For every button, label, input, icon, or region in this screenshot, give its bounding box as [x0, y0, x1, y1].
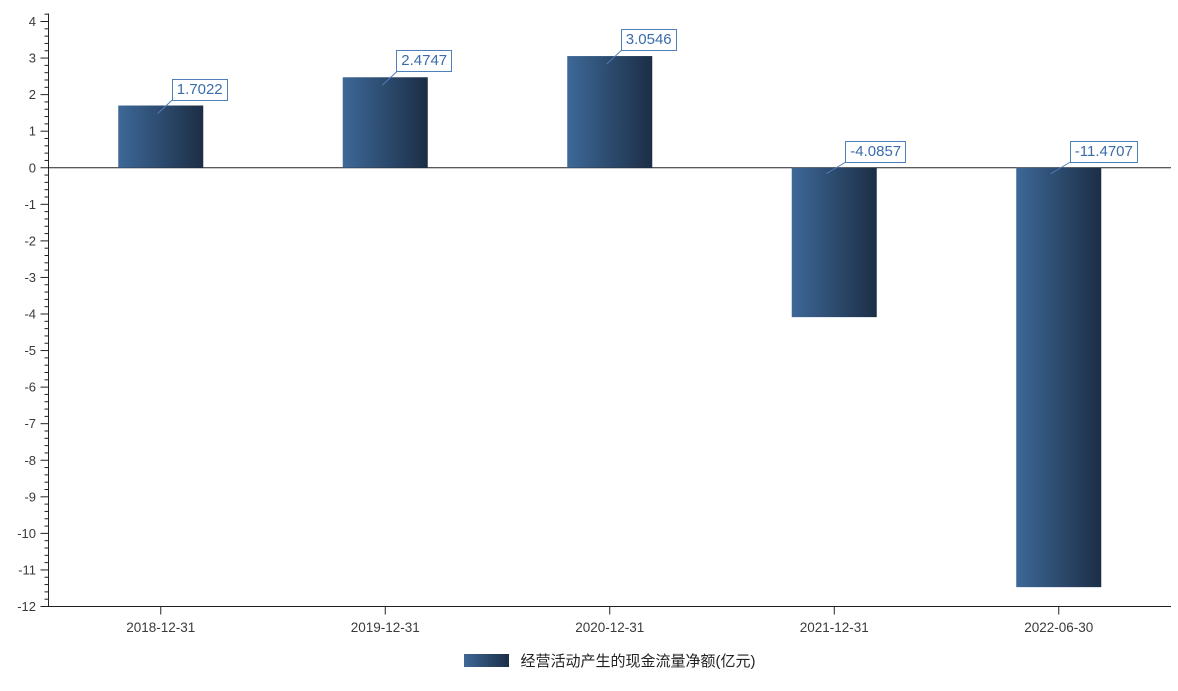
y-axis-tick-label: -7	[24, 416, 36, 431]
y-axis-tick-label: -12	[17, 599, 36, 614]
data-label-connector	[157, 99, 174, 114]
x-axis-tick-label: 2019-12-31	[351, 620, 420, 635]
y-axis-tick-label: 0	[29, 160, 36, 175]
bar	[567, 56, 653, 168]
data-label-connector	[381, 70, 398, 86]
x-axis-tick-label: 2022-06-30	[1024, 620, 1093, 635]
data-label-connector	[825, 161, 847, 175]
y-axis-tick-label: -11	[18, 562, 36, 577]
y-axis-tick-label: -8	[24, 453, 36, 468]
y-axis-tick-label: -4	[24, 307, 36, 322]
bar	[342, 77, 428, 168]
y-axis-tick-label: -2	[24, 233, 36, 248]
x-axis-tick-label: 2020-12-31	[575, 620, 644, 635]
y-axis-tick-label: 3	[29, 51, 36, 66]
data-label-connector	[1050, 161, 1072, 175]
legend-label: 经营活动产生的现金流量净额(亿元)	[520, 653, 756, 670]
data-label-connector	[606, 49, 623, 65]
bar	[791, 167, 877, 318]
y-axis-tick-label: 1	[29, 124, 36, 139]
bar	[1016, 167, 1102, 588]
y-axis-tick-label: -6	[24, 380, 36, 395]
x-axis-tick-label: 2021-12-31	[800, 620, 869, 635]
y-axis-tick-label: -3	[24, 270, 36, 285]
y-axis-tick-label: -9	[24, 489, 36, 504]
x-axis-tick-label: 2018-12-31	[126, 620, 195, 635]
y-axis-tick-label: -5	[24, 343, 36, 358]
legend-swatch	[463, 654, 509, 667]
y-axis-tick-label: 2	[29, 87, 36, 102]
y-axis-tick-label: -1	[24, 197, 36, 212]
legend: 经营活动产生的现金流量净额(亿元)	[48, 650, 1171, 671]
bar	[118, 105, 204, 168]
y-axis-tick-label: -10	[17, 526, 36, 541]
y-axis-tick-label: 4	[29, 14, 36, 29]
